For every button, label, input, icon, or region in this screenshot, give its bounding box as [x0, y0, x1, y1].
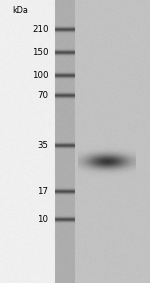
- Text: 35: 35: [37, 141, 48, 150]
- Text: 10: 10: [37, 215, 48, 224]
- Text: 70: 70: [37, 91, 48, 100]
- Text: kDa: kDa: [12, 6, 28, 15]
- Text: 150: 150: [32, 48, 48, 57]
- Text: 100: 100: [32, 71, 48, 80]
- Text: 17: 17: [37, 187, 48, 196]
- Text: 210: 210: [32, 25, 48, 34]
